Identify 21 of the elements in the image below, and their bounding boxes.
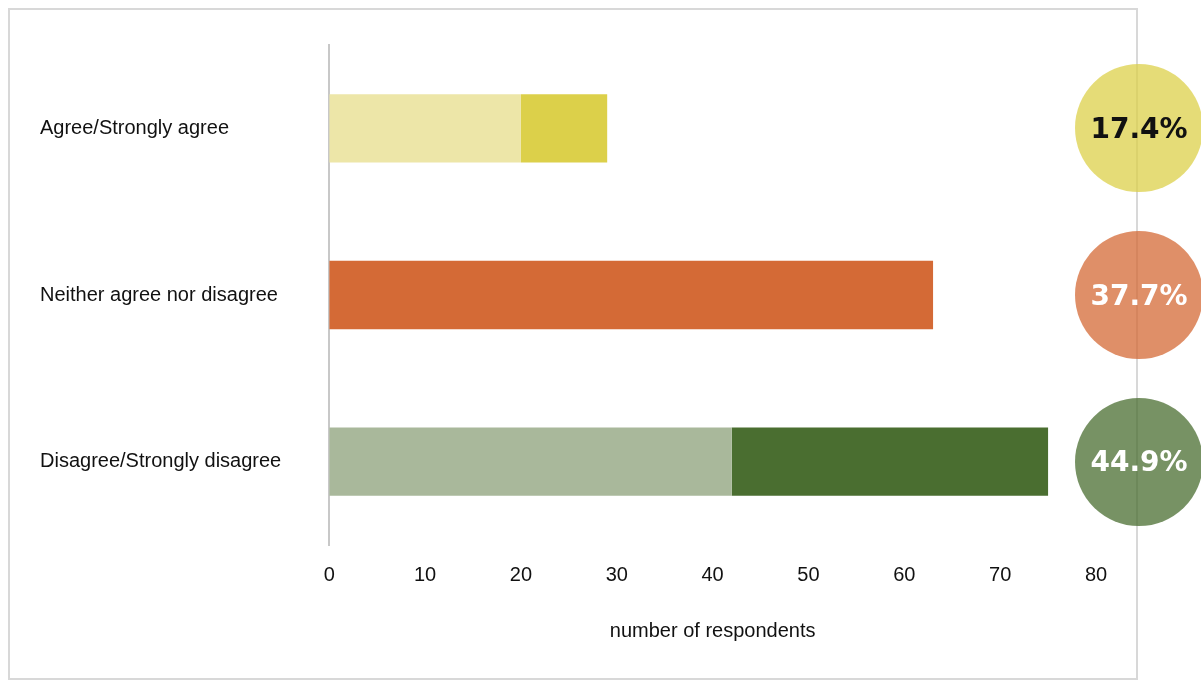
x-tick-label: 70: [989, 562, 1012, 585]
bar: [520, 94, 608, 163]
y-tick-label: Disagree/Strongly disagree: [40, 449, 282, 472]
x-axis-title: number of respondents: [609, 618, 816, 641]
bar: [731, 427, 1049, 496]
x-tick-label: 20: [509, 562, 533, 585]
bar: [329, 94, 521, 163]
percent-badge: 17.4%: [1075, 64, 1201, 193]
x-tick-label: 80: [1084, 562, 1108, 585]
x-tick-label: 30: [605, 562, 628, 585]
x-tick-label: 40: [701, 562, 724, 585]
bar: [329, 427, 732, 496]
x-tick-label: 50: [797, 562, 820, 585]
percent-badge: 37.7%: [1075, 231, 1201, 359]
y-tick-label: Neither agree nor disagree: [40, 282, 278, 305]
bar: [329, 260, 934, 330]
x-tick-label: 10: [413, 562, 437, 585]
percent-badge: 44.9%: [1075, 397, 1201, 526]
x-tick-label: 60: [893, 562, 916, 585]
x-tick-label: 0: [323, 562, 335, 585]
y-tick-label: Agree/Strongly agree: [40, 115, 230, 138]
